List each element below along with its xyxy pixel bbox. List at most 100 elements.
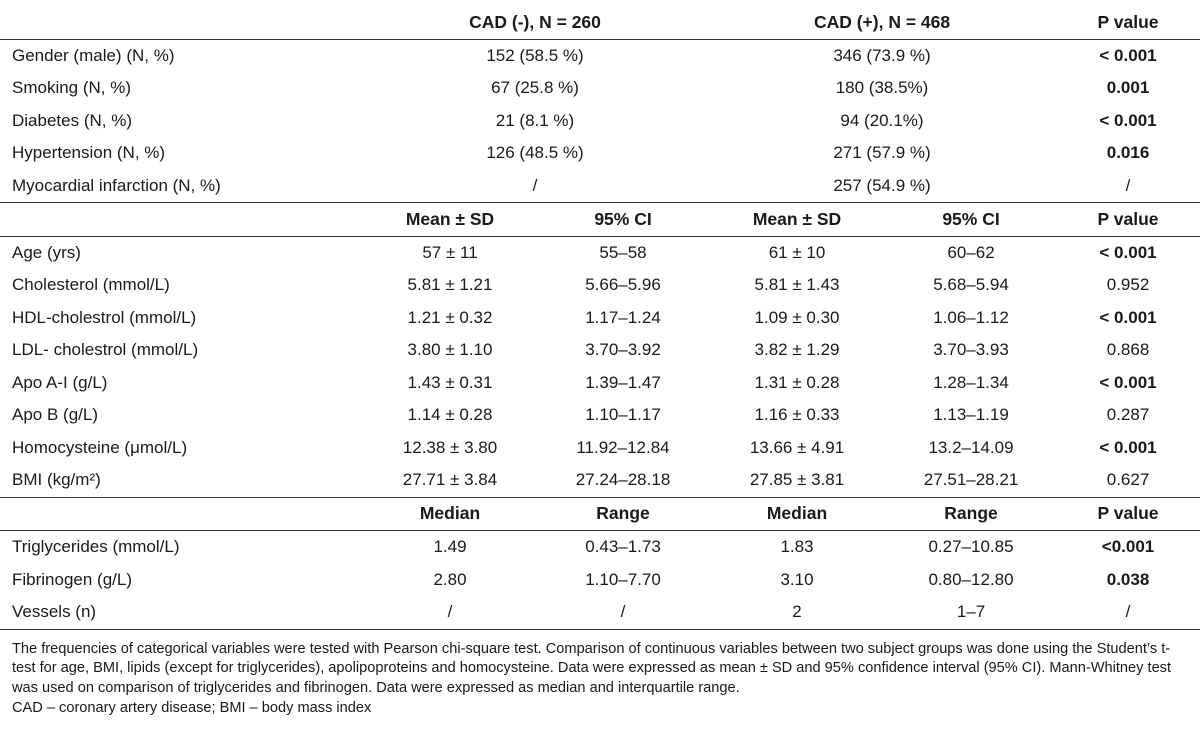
header-cad-negative: CAD (-), N = 260 bbox=[469, 11, 601, 32]
cad-negative-range: 1.10–7.70 bbox=[585, 569, 661, 589]
table-row: BMI (kg/m²) 27.71 ± 3.84 27.24–28.18 27.85 … bbox=[0, 464, 1200, 497]
cad-negative-range: / bbox=[538, 596, 709, 630]
cad-positive-mean: 27.85 ± 3.81 bbox=[749, 470, 845, 490]
table-row: Age (yrs) 57 ± 11 55–58 61 ± 10 60–62 < 0.001 bbox=[0, 235, 1200, 269]
p-value: 0.016 bbox=[1106, 143, 1150, 163]
footnote-methods: The frequencies of categorical variables… bbox=[12, 640, 1172, 697]
p-value: < 0.001 bbox=[1056, 38, 1200, 72]
cad-positive-median: 3.10 bbox=[780, 569, 814, 589]
cad-negative-mean: 12.38 ± 3.80 bbox=[402, 437, 498, 457]
table-row: Cholesterol (mmol/L) 5.81 ± 1.21 5.66–5.96… bbox=[0, 269, 1200, 302]
cad-negative-value: 67 (25.8 %) bbox=[491, 78, 579, 98]
cad-negative-mean: 1.43 ± 0.31 bbox=[407, 372, 493, 392]
cad-negative-ci: 11.92–12.84 bbox=[576, 437, 670, 457]
header-range: Range bbox=[538, 496, 709, 531]
table-row: Diabetes (N, %) 21 (8.1 %) 94 (20.1%) < 0.0… bbox=[0, 105, 1200, 138]
cad-negative-median: 1.49 bbox=[362, 530, 538, 564]
header-row-groups: CAD (-), N = 260 CAD (+), N = 468 P valu… bbox=[0, 6, 1200, 39]
cad-negative-mean: 5.81 ± 1.21 bbox=[407, 275, 493, 295]
cad-negative-range: 0.43–1.73 bbox=[538, 530, 709, 564]
header-p-value: P value bbox=[1056, 496, 1200, 531]
cad-positive-mean: 3.82 ± 1.29 bbox=[754, 340, 840, 360]
cad-positive-median: 2 bbox=[708, 596, 887, 630]
cad-positive-mean: 5.81 ± 1.43 bbox=[754, 275, 840, 295]
p-value: / bbox=[1125, 175, 1131, 195]
table-row: HDL-cholestrol (mmol/L) 1.21 ± 0.32 1.17–1… bbox=[0, 302, 1200, 335]
table-row: Hypertension (N, %) 126 (48.5 %) 271 (57.9… bbox=[0, 137, 1200, 170]
cad-negative-mean: 57 ± 11 bbox=[362, 235, 538, 269]
table-row: Myocardial infarction (N, %) / 257 (54.9 %… bbox=[0, 170, 1200, 203]
cad-negative-mean: 1.21 ± 0.32 bbox=[407, 307, 493, 327]
cad-positive-range: 0.80–12.80 bbox=[928, 569, 1014, 589]
table-row: Vessels (n) //2 1–7/ bbox=[0, 596, 1200, 630]
p-value: < 0.001 bbox=[1099, 437, 1157, 457]
p-value: 0.952 bbox=[1106, 275, 1150, 295]
row-label: Homocysteine (μmol/L) bbox=[12, 437, 188, 457]
row-label: Apo B (g/L) bbox=[12, 405, 98, 425]
cad-positive-value: 257 (54.9 %) bbox=[833, 175, 931, 195]
cad-negative-mean: 1.14 ± 0.28 bbox=[407, 405, 493, 425]
cad-positive-ci: 60–62 bbox=[886, 235, 1057, 269]
cad-negative-median: 2.80 bbox=[433, 569, 467, 589]
p-value: < 0.001 bbox=[1099, 307, 1157, 327]
cad-positive-mean: 1.31 ± 0.28 bbox=[754, 372, 840, 392]
table-row: Smoking (N, %) 67 (25.8 %) 180 (38.5%) 0.00… bbox=[0, 72, 1200, 105]
header-mean-sd: Mean ± SD bbox=[362, 202, 538, 236]
p-value: < 0.001 bbox=[1056, 235, 1200, 269]
row-label: Apo A-I (g/L) bbox=[12, 372, 108, 392]
cad-positive-ci: 1.13–1.19 bbox=[933, 405, 1009, 425]
cad-positive-range: 0.27–10.85 bbox=[886, 530, 1057, 564]
cad-negative-ci: 1.17–1.24 bbox=[585, 307, 661, 327]
row-label: Hypertension (N, %) bbox=[12, 143, 166, 163]
table-footnote: The frequencies of categorical variables… bbox=[0, 630, 1200, 719]
cad-negative-ci: 27.24–28.18 bbox=[575, 470, 671, 490]
header-p-value: P value bbox=[1056, 202, 1200, 236]
p-value: 0.001 bbox=[1106, 78, 1150, 98]
cad-positive-value: 94 (20.1%) bbox=[840, 110, 924, 130]
cad-negative-value: 126 (48.5 %) bbox=[486, 143, 584, 163]
cad-positive-ci: 1.06–1.12 bbox=[933, 307, 1009, 327]
p-value: 0.287 bbox=[1106, 405, 1150, 425]
header-median: Median bbox=[708, 496, 887, 531]
cad-positive-ci: 5.68–5.94 bbox=[933, 275, 1009, 295]
header-p-value: P value bbox=[1097, 11, 1159, 32]
row-label: Triglycerides (mmol/L) bbox=[0, 530, 362, 564]
header-median: Median bbox=[362, 496, 538, 531]
table-row: Apo A-I (g/L) 1.43 ± 0.31 1.39–1.47 1.31 ± … bbox=[0, 367, 1200, 400]
cad-positive-mean: 61 ± 10 bbox=[708, 235, 887, 269]
row-label: LDL- cholestrol (mmol/L) bbox=[12, 340, 199, 360]
cad-negative-ci: 5.66–5.96 bbox=[585, 275, 661, 295]
header-range: Range bbox=[886, 496, 1057, 531]
cad-negative-value: 152 (58.5 %) bbox=[362, 38, 709, 72]
p-value: < 0.001 bbox=[1099, 372, 1157, 392]
cad-negative-ci: 1.10–1.17 bbox=[585, 405, 661, 425]
p-value: <0.001 bbox=[1056, 530, 1200, 564]
cad-negative-value: 21 (8.1 %) bbox=[495, 110, 575, 130]
cad-positive-mean: 13.66 ± 4.91 bbox=[749, 437, 845, 457]
cad-positive-range: 1–7 bbox=[886, 596, 1057, 630]
cad-negative-median: / bbox=[362, 596, 538, 630]
cad-positive-value: 271 (57.9 %) bbox=[833, 143, 931, 163]
table-row: Homocysteine (μmol/L) 12.38 ± 3.80 11.92–1… bbox=[0, 432, 1200, 465]
table-row: LDL- cholestrol (mmol/L) 3.80 ± 1.10 3.70–… bbox=[0, 334, 1200, 367]
header-cad-positive: CAD (+), N = 468 bbox=[813, 11, 951, 32]
row-label: Myocardial infarction (N, %) bbox=[12, 175, 221, 195]
p-value: 0.868 bbox=[1106, 340, 1150, 360]
header-95ci: 95% CI bbox=[886, 202, 1057, 236]
header-mean-sd: Mean ± SD bbox=[708, 202, 887, 236]
cad-positive-ci: 3.70–3.93 bbox=[933, 340, 1009, 360]
cad-negative-value: / bbox=[532, 175, 538, 195]
p-value: 0.038 bbox=[1106, 569, 1150, 589]
p-value: 0.627 bbox=[1106, 470, 1150, 490]
row-label: HDL-cholestrol (mmol/L) bbox=[12, 307, 197, 327]
row-label: BMI (kg/m²) bbox=[12, 470, 101, 490]
table-container: CAD (-), N = 260 CAD (+), N = 468 P valu… bbox=[0, 6, 1200, 719]
table-row: Triglycerides (mmol/L) 1.49 0.43–1.73 1.83 0… bbox=[0, 530, 1200, 564]
cad-positive-value: 180 (38.5%) bbox=[835, 78, 929, 98]
cad-negative-mean: 27.71 ± 3.84 bbox=[402, 470, 498, 490]
row-label: Age (yrs) bbox=[0, 235, 362, 269]
cad-negative-ci: 3.70–3.92 bbox=[585, 340, 661, 360]
cad-positive-ci: 13.2–14.09 bbox=[928, 437, 1014, 457]
row-label: Vessels (n) bbox=[0, 596, 362, 630]
cad-positive-value: 346 (73.9 %) bbox=[708, 38, 1057, 72]
